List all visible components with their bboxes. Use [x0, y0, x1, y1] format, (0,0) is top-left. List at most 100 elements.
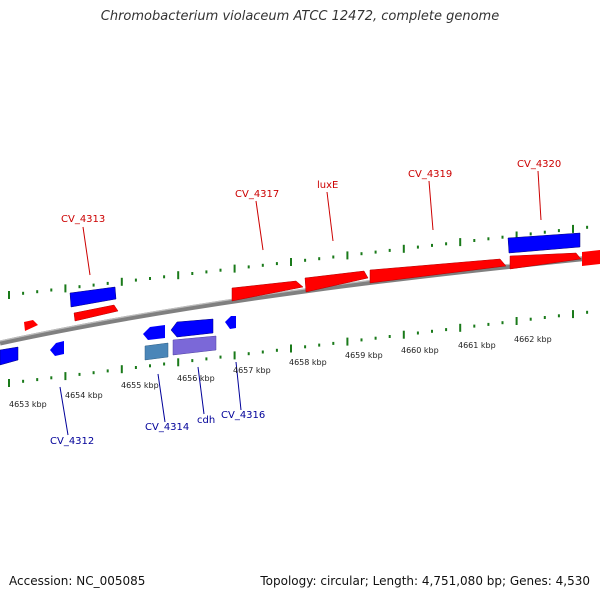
forward-tick — [233, 264, 236, 273]
leader-cv-4314 — [157, 373, 166, 423]
label-cv-4319[interactable]: CV_4319 — [408, 169, 452, 180]
reverse-tick — [431, 329, 433, 333]
forward-cds-edge[interactable] — [582, 250, 600, 266]
forward-tick — [431, 243, 433, 247]
forward-tick — [177, 271, 180, 280]
forward-cds-cv-4320[interactable] — [509, 252, 582, 270]
scale-label-4660: 4660 kbp — [401, 346, 439, 355]
reverse-tick — [586, 310, 589, 314]
forward-tick — [487, 237, 490, 241]
reverse-tick — [543, 316, 546, 319]
reverse-tick — [247, 352, 250, 356]
forward-cds-small[interactable] — [24, 320, 38, 331]
reverse-tick — [36, 378, 39, 382]
reverse-cds-cdh[interactable] — [170, 318, 214, 338]
reverse-tick — [402, 330, 405, 339]
forward-tick — [557, 229, 560, 233]
reverse-tick — [50, 376, 53, 380]
forward-tick — [120, 277, 123, 286]
reverse-tick — [346, 337, 349, 346]
reverse-tick — [360, 338, 363, 342]
accession-text: Accession: NC_005085 — [9, 574, 146, 588]
forward-tick — [191, 272, 194, 275]
scale-label-4658: 4658 kbp — [289, 358, 327, 367]
reverse-tick — [8, 379, 10, 387]
reverse-tick — [219, 355, 222, 359]
label-cv-4317[interactable]: CV_4317 — [235, 189, 279, 200]
leader-cv-4317 — [255, 200, 264, 251]
reverse-cds-cv-4316[interactable] — [225, 316, 236, 329]
reverse-strand-ticks — [8, 310, 589, 387]
forward-cds-cv-4313[interactable] — [73, 304, 119, 322]
forward-tick — [586, 225, 589, 229]
forward-cds-luxe[interactable] — [304, 270, 369, 293]
leader-cv-4313 — [82, 226, 91, 276]
reverse-tick — [275, 348, 278, 352]
leader-luxe — [326, 191, 334, 242]
scale-label-4655: 4655 kbp — [121, 381, 159, 390]
reverse-tick — [64, 372, 67, 381]
reverse-tick — [149, 364, 151, 368]
reverse-tick — [318, 343, 321, 347]
reverse-tick — [106, 369, 109, 373]
scale-label-4654: 4654 kbp — [65, 391, 103, 400]
forward-block-cv-4320[interactable] — [507, 232, 581, 254]
label-cdh[interactable]: cdh — [197, 415, 215, 426]
reverse-tick — [487, 322, 490, 326]
forward-tick — [388, 248, 391, 252]
forward-tick — [134, 278, 137, 282]
forward-tick — [219, 268, 222, 272]
reverse-cds-cv-4312[interactable] — [50, 341, 64, 356]
label-cv-4314[interactable]: CV_4314 — [145, 422, 189, 433]
reverse-tick — [233, 351, 236, 360]
forward-tick — [275, 262, 278, 266]
reverse-tick — [459, 323, 462, 332]
label-cv-4316[interactable]: CV_4316 — [221, 410, 265, 421]
scale-label-4662: 4662 kbp — [514, 335, 552, 344]
scale-label-4656: 4656 kbp — [177, 374, 215, 383]
reverse-cds-cv-4314[interactable] — [143, 325, 165, 340]
scale-label-4657: 4657 kbp — [233, 366, 271, 375]
forward-tick — [22, 291, 25, 295]
forward-tick — [416, 245, 419, 249]
forward-tick — [543, 230, 546, 234]
genome-title: Chromobacterium violaceum ATCC 12472, co… — [100, 9, 500, 24]
reverse-tick — [304, 345, 307, 349]
reverse-tick — [134, 366, 137, 369]
reverse-rna-cv-4314[interactable] — [144, 342, 169, 361]
forward-block-cv-4313[interactable] — [69, 286, 117, 308]
forward-tick — [247, 265, 250, 269]
forward-tick — [149, 277, 151, 280]
reverse-tick — [191, 359, 194, 363]
forward-tick — [346, 251, 349, 260]
leader-cv-4319 — [428, 180, 434, 231]
scale-labels: 4653 kbp 4654 kbp 4655 kbp 4656 kbp 4657… — [9, 335, 552, 409]
label-cv-4313[interactable]: CV_4313 — [61, 214, 105, 225]
reverse-tick — [374, 336, 377, 340]
forward-strand-ticks — [8, 224, 589, 299]
label-leaders — [59, 170, 542, 436]
forward-cds-cv-4317[interactable] — [231, 280, 304, 302]
reverse-tick — [205, 357, 208, 361]
topology-text: Topology: circular; Length: 4,751,080 bp… — [260, 574, 590, 588]
forward-tick — [332, 255, 335, 259]
forward-cds-cv-4319[interactable] — [369, 258, 507, 284]
leader-cv-4312 — [59, 386, 69, 436]
label-cv-4320[interactable]: CV_4320 — [517, 159, 561, 170]
label-cv-4312[interactable]: CV_4312 — [50, 436, 94, 447]
reverse-cds-left-edge[interactable] — [0, 346, 19, 366]
forward-tick — [36, 290, 39, 294]
reverse-strand-features — [0, 316, 236, 366]
forward-tick — [374, 250, 377, 254]
label-luxe[interactable]: luxE — [317, 180, 338, 191]
forward-tick — [445, 242, 448, 246]
reverse-tick — [163, 362, 166, 366]
reverse-rna-cdh[interactable] — [172, 335, 217, 356]
forward-tick — [459, 238, 462, 247]
forward-strand-features — [24, 232, 600, 331]
forward-tick — [501, 235, 504, 239]
reverse-tick — [177, 358, 180, 367]
leader-cdh — [197, 366, 205, 415]
forward-tick — [64, 284, 67, 293]
